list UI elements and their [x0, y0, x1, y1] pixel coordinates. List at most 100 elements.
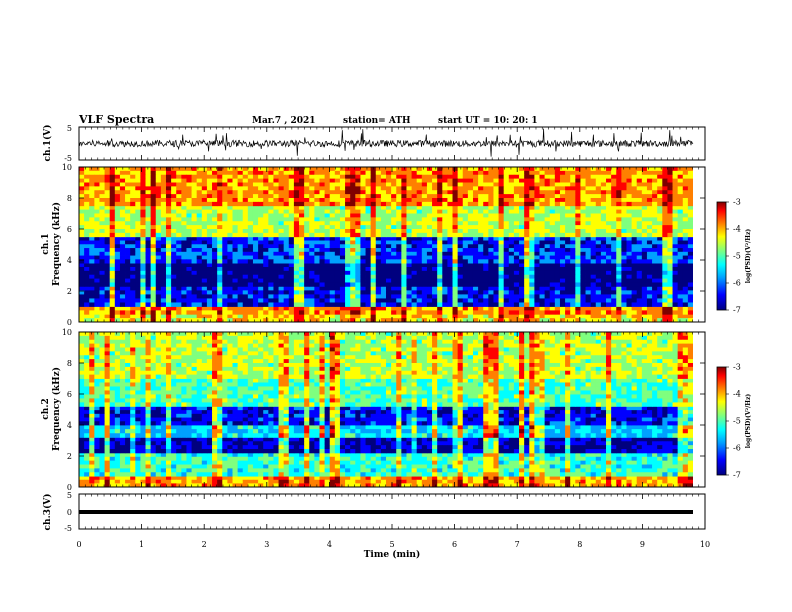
spectrogram-cell: [565, 266, 571, 272]
spectrogram-cell: [217, 198, 223, 203]
spectrogram-cell: [288, 213, 295, 218]
spectrogram-cell: [462, 251, 469, 256]
spectrogram-cell: [160, 314, 167, 319]
spectrogram-cell: [636, 167, 643, 172]
spectrogram-cell: [513, 251, 520, 256]
spectrogram-cell: [283, 263, 290, 268]
spectrogram-cell: [334, 259, 341, 264]
spectrogram-cell: [544, 178, 551, 183]
spectrogram-cell: [237, 298, 244, 303]
spectrogram-cell: [247, 186, 254, 191]
spectrogram-cell: [565, 290, 571, 295]
spectrogram-cell: [79, 294, 85, 299]
spectrogram-cell: [94, 178, 100, 183]
spectrogram-cell: [217, 170, 223, 176]
spectrogram-cell: [345, 318, 351, 323]
spectrogram-cell: [247, 248, 254, 253]
spectrogram-cell: [104, 244, 111, 249]
spectrogram-cell: [672, 274, 679, 279]
spectrogram-cell: [519, 306, 525, 311]
spectrogram-cell: [304, 318, 310, 323]
spectrogram-cell: [242, 201, 249, 207]
spectrogram-cell: [181, 217, 187, 222]
spectrogram-cell: [426, 263, 433, 268]
spectrogram-cell: [631, 232, 638, 238]
spectrogram-cell: [94, 201, 100, 207]
spectrogram-cell: [309, 194, 315, 199]
spectrogram-cell: [386, 186, 392, 191]
spectrogram-cell: [534, 310, 540, 315]
spectrogram-cell: [370, 240, 377, 245]
spectrogram-cell: [345, 282, 351, 287]
spectrogram-cell: [472, 167, 479, 172]
spectrogram-cell: [299, 290, 305, 295]
spectrogram-cell: [462, 274, 469, 279]
spectrogram-cell: [432, 178, 438, 183]
spectrogram-cell: [493, 270, 499, 276]
spectrogram-cell: [99, 190, 105, 195]
spectrogram-cell: [155, 167, 162, 172]
spectrogram-cell: [687, 255, 694, 260]
spectrogram-cell: [186, 298, 192, 303]
spectrogram-cell: [247, 259, 254, 264]
spectrogram-cell: [498, 286, 505, 291]
spectrogram-cell: [554, 259, 561, 264]
spectrogram-cell: [232, 314, 239, 319]
spectrogram-cell: [426, 240, 433, 245]
spectrogram-cell: [299, 306, 305, 311]
spectrogram-cell: [462, 229, 469, 234]
spectrogram-cell: [288, 274, 295, 279]
spectrogram-cell: [165, 302, 172, 307]
spectrogram-cell: [396, 255, 402, 260]
spectrogram-cell: [606, 266, 612, 272]
spectrogram-cell: [657, 298, 663, 303]
spectrogram-cell: [580, 194, 586, 199]
spectrogram-cell: [472, 190, 479, 195]
spectrogram-cell: [498, 259, 505, 264]
spectrogram-cell: [104, 310, 111, 315]
spectrogram-cell: [529, 310, 535, 315]
spectrogram-cell: [314, 244, 320, 249]
spectrogram-cell: [452, 198, 459, 203]
spectrogram-cell: [171, 167, 177, 172]
spectrogram-cell: [355, 190, 361, 195]
spectrogram-cell: [631, 270, 638, 276]
spectrogram-cell: [160, 232, 167, 238]
spectrogram-cell: [283, 255, 290, 260]
spectrogram-cell: [171, 318, 177, 323]
spectrogram-cell: [329, 290, 336, 295]
spectrogram-cell: [595, 302, 602, 307]
spectrogram-cell: [370, 186, 377, 191]
spectrogram-cell: [595, 240, 602, 245]
spectrogram-cell: [493, 306, 499, 311]
spectrogram-cell: [160, 270, 167, 276]
spectrogram-cell: [150, 266, 157, 272]
spectrogram-cell: [508, 240, 515, 245]
spectrogram-cell: [242, 248, 249, 253]
spectrogram-cell: [242, 194, 249, 199]
spectrogram-cell: [447, 225, 453, 230]
spectrogram-cell: [565, 170, 571, 176]
spectrogram-cell: [206, 225, 213, 230]
spectrogram-cell: [426, 170, 433, 176]
spectrogram-cell: [258, 240, 264, 245]
spectrogram-cell: [375, 174, 382, 180]
spectrogram-cell: [467, 170, 474, 176]
spectrogram-cell: [575, 201, 581, 207]
spectrogram-cell: [273, 278, 279, 283]
spectrogram-cell: [201, 298, 208, 303]
spectrogram-cell: [119, 263, 126, 268]
spectrogram-cell: [299, 190, 305, 195]
spectrogram-cell: [232, 259, 239, 264]
spectrogram-cell: [600, 302, 607, 307]
spectrogram-cell: [616, 221, 622, 226]
spectrogram-cell: [626, 201, 632, 207]
spectrogram-cell: [636, 178, 643, 183]
spectrogram-cell: [590, 240, 597, 245]
spectrogram-cell: [319, 221, 325, 226]
spectrogram-cell: [319, 302, 325, 307]
spectrogram-cell: [217, 221, 223, 226]
spectrogram-cell: [396, 232, 402, 238]
spectrogram-cell: [89, 278, 95, 283]
